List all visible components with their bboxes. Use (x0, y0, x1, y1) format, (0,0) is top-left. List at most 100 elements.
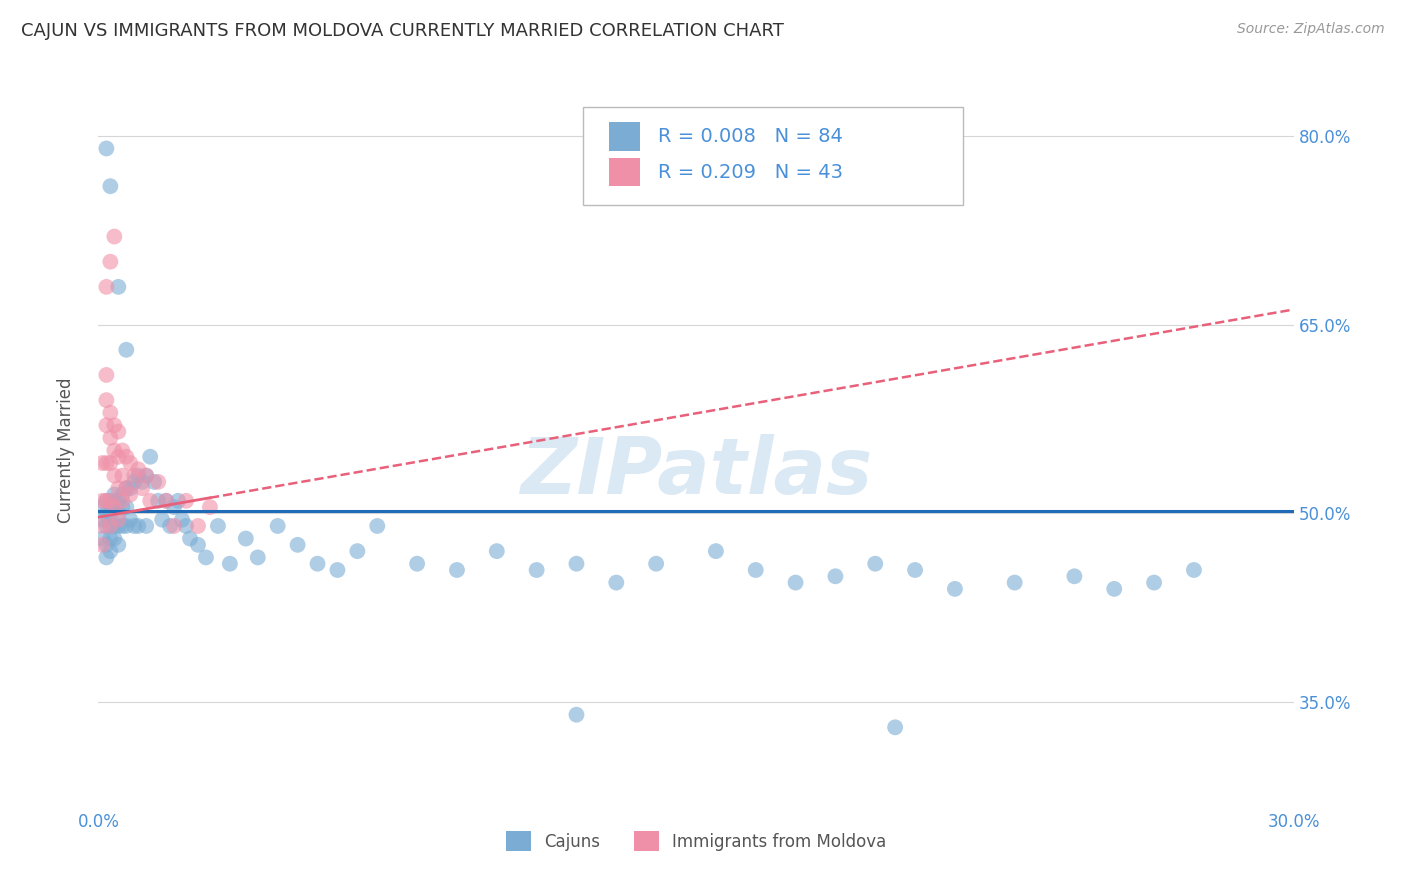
Point (107, 450, 129, 464)
Point (91, 519, 114, 533)
Text: R = 0.008   N = 84: R = 0.008 N = 84 (658, 127, 842, 146)
Point (174, 519, 197, 533)
Point (143, 475, 166, 489)
Point (107, 513, 129, 527)
Point (96, 393, 118, 408)
Point (96, 418, 118, 433)
Point (96, 280, 118, 294)
Point (904, 563, 927, 577)
Point (103, 500, 125, 514)
Point (98, 519, 122, 533)
Point (1004, 575, 1026, 590)
Point (91, 500, 114, 514)
Point (98, 544, 122, 558)
Point (127, 519, 149, 533)
Point (565, 707, 588, 722)
Point (645, 557, 668, 571)
Point (219, 557, 242, 571)
Point (91, 493, 114, 508)
Point (107, 481, 129, 495)
Text: Source: ZipAtlas.com: Source: ZipAtlas.com (1237, 22, 1385, 37)
Point (1182, 563, 1205, 577)
Point (96, 493, 118, 508)
Point (111, 443, 134, 458)
Point (103, 532, 125, 546)
Point (127, 462, 149, 476)
Point (96, 456, 118, 470)
Point (135, 519, 157, 533)
Point (111, 468, 134, 483)
Point (163, 500, 186, 514)
Point (115, 481, 138, 495)
Point (115, 450, 138, 464)
Point (172, 513, 194, 527)
Point (111, 493, 134, 508)
Point (565, 557, 588, 571)
Point (103, 519, 125, 533)
Point (198, 500, 221, 514)
Point (91, 538, 114, 552)
Point (107, 538, 129, 552)
Point (98, 532, 122, 546)
Point (139, 493, 162, 508)
Point (96, 368, 118, 382)
Point (120, 513, 142, 527)
Point (107, 425, 129, 439)
Point (111, 500, 134, 514)
Point (115, 519, 138, 533)
Point (167, 493, 190, 508)
Point (103, 468, 125, 483)
Point (98, 493, 122, 508)
Point (91, 456, 114, 470)
Point (187, 538, 209, 552)
Point (745, 563, 768, 577)
Point (98, 493, 122, 508)
Point (135, 468, 157, 483)
Point (124, 468, 146, 483)
Legend: Cajuns, Immigrants from Moldova: Cajuns, Immigrants from Moldova (499, 824, 893, 858)
Point (124, 519, 146, 533)
Point (103, 443, 125, 458)
Point (131, 481, 153, 495)
Point (107, 519, 129, 533)
Point (96, 507, 118, 521)
Point (103, 487, 125, 501)
Point (96, 550, 118, 565)
Point (307, 557, 329, 571)
Point (155, 493, 177, 508)
Point (446, 563, 468, 577)
Point (824, 569, 846, 583)
Point (207, 519, 229, 533)
Point (98, 179, 122, 194)
Point (526, 563, 548, 577)
Point (174, 493, 197, 508)
Point (366, 519, 388, 533)
Point (246, 550, 269, 565)
Point (1063, 569, 1085, 583)
Point (120, 456, 142, 470)
Point (346, 544, 368, 558)
Point (148, 493, 170, 508)
Point (111, 487, 134, 501)
Point (704, 544, 727, 558)
Point (159, 519, 181, 533)
Point (96, 519, 118, 533)
Point (120, 487, 142, 501)
Point (96, 141, 118, 155)
Point (131, 475, 153, 489)
Point (120, 481, 142, 495)
Point (326, 563, 349, 577)
Point (98, 431, 122, 445)
Point (96, 538, 118, 552)
Point (111, 519, 134, 533)
Point (150, 513, 173, 527)
Point (98, 507, 122, 521)
Point (139, 450, 162, 464)
Point (267, 519, 290, 533)
Y-axis label: Currently Married: Currently Married (56, 377, 75, 524)
Point (107, 507, 129, 521)
Point (115, 343, 138, 357)
Point (1143, 575, 1166, 590)
Point (485, 544, 508, 558)
Point (115, 500, 138, 514)
